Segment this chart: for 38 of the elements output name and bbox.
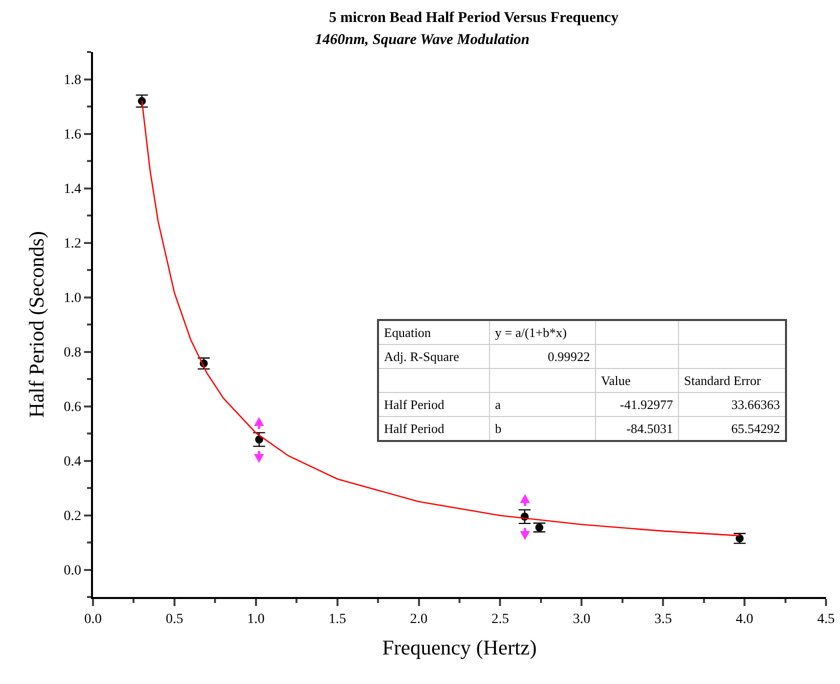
x-tick-label: 1.5 [328,612,346,627]
annotation: 65.54292 [678,416,786,441]
y-tick-label: 0.8 [64,346,82,361]
y-tick-label: 1.6 [64,128,82,143]
y-tick-label: 1.8 [64,73,82,88]
annotation: a [490,392,596,416]
annotation: Half Period [378,392,490,416]
annotation: -84.5031 [596,416,678,441]
y-tick-label: 0.0 [64,564,82,579]
x-tick-label: 2.0 [410,612,428,627]
y-tick-label: 0.4 [64,454,82,470]
y-tick-label: 0.2 [64,509,82,524]
annotation: Equation [378,320,490,344]
x-tick-label: 1.0 [247,612,265,627]
x-tick-label: 4.0 [736,612,754,627]
annotation: Half Period [378,416,490,441]
annotation: Standard Error [678,368,786,392]
chart-title: 5 micron Bead Half Period Versus Frequency [329,10,619,26]
y-tick-label: 1.2 [64,236,82,252]
annotation: y = a/(1+b*x) [490,320,596,344]
annotation: 0.99922 [490,344,596,368]
y-tick-label: 1.4 [64,182,82,198]
chart-subtitle: 1460nm, Square Wave Modulation [315,32,530,48]
x-tick-label: 0.0 [84,612,102,627]
x-tick-label: 3.0 [572,612,590,627]
annotation: b [490,416,596,441]
x-axis-title: Frequency (Hertz) [382,636,537,660]
x-tick-label: 4.5 [817,612,835,627]
y-axis-title: Half Period (Seconds) [24,231,48,418]
y-tick-label: 1.0 [64,291,82,306]
annotation: Value [596,368,678,392]
x-tick-label: 3.5 [654,612,672,627]
y-tick-label: 0.6 [64,400,82,416]
annotation: -41.92977 [596,392,678,416]
annotation: 33.66363 [678,392,786,416]
x-tick-label: 2.5 [491,612,509,627]
x-tick-label: 0.5 [166,612,184,627]
annotation: Adj. R-Square [378,344,490,368]
